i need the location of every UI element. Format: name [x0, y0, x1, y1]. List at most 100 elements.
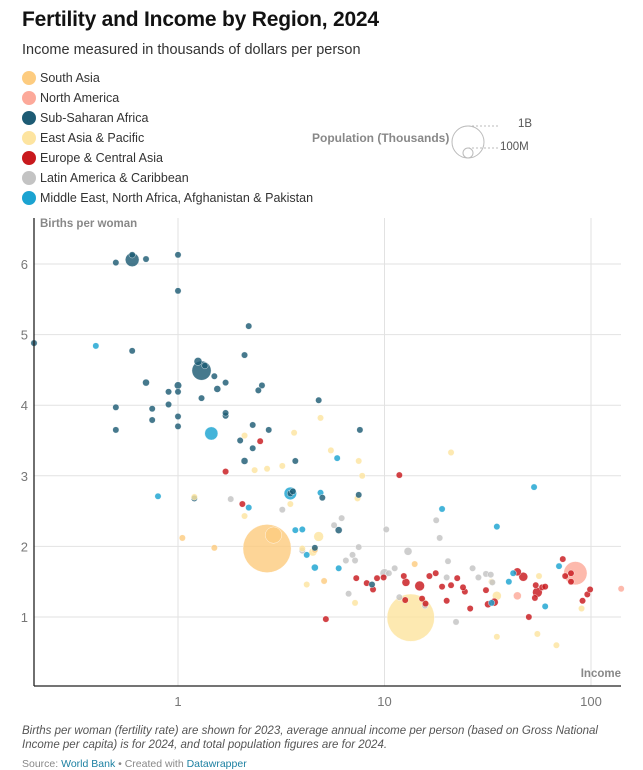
data-point [142, 378, 150, 387]
legend-item-europe-central-asia[interactable]: Europe & Central Asia [22, 148, 313, 168]
data-point [452, 618, 460, 626]
data-point [447, 581, 455, 589]
data-point [222, 409, 229, 417]
data-point [335, 564, 343, 572]
data-point [128, 251, 136, 259]
data-point [518, 572, 528, 582]
data-point [355, 543, 363, 551]
data-point [352, 574, 360, 582]
data-point [447, 449, 455, 456]
legend-item-north-america[interactable]: North America [22, 88, 313, 108]
data-point [342, 557, 350, 564]
data-point [469, 564, 476, 572]
data-point [210, 372, 218, 380]
data-point [349, 551, 356, 559]
data-point [289, 487, 297, 495]
data-point [351, 557, 359, 564]
legend-item-sub-saharan-africa[interactable]: Sub-Saharan Africa [22, 108, 313, 128]
legend-item-east-asia-pacific[interactable]: East Asia & Pacific [22, 128, 313, 148]
data-point [320, 577, 328, 585]
legend-item-middle-east[interactable]: Middle East, North Africa, Afghanistan &… [22, 188, 313, 208]
data-point [555, 562, 563, 570]
data-point [567, 569, 575, 577]
data-point [240, 457, 249, 465]
legend-swatch-icon [22, 71, 36, 85]
data-point [128, 347, 136, 355]
data-point [222, 468, 229, 475]
data-points [30, 251, 625, 649]
data-point [541, 583, 549, 591]
data-point [443, 597, 451, 605]
source-link-datawrapper[interactable]: Datawrapper [186, 758, 247, 770]
legend-item-latin-america[interactable]: Latin America & Caribbean [22, 168, 313, 188]
y-tick-label: 6 [21, 257, 28, 272]
size-legend-circles [451, 125, 498, 159]
data-point [444, 557, 452, 565]
data-point [373, 574, 381, 582]
axes: 1 2 3 4 5 6 1 10 100 [21, 218, 621, 709]
data-point [256, 437, 264, 445]
data-point [426, 572, 433, 580]
legend-label: East Asia & Pacific [40, 131, 145, 145]
data-point [298, 545, 306, 552]
data-point [265, 426, 273, 434]
data-point [459, 583, 467, 591]
data-point [493, 523, 501, 531]
data-point [355, 457, 363, 465]
data-point [553, 641, 560, 649]
data-point [174, 388, 182, 396]
data-point [368, 581, 376, 588]
x-tick-label: 10 [377, 694, 391, 709]
data-point [315, 396, 323, 404]
data-point [263, 465, 271, 473]
size-legend-large-label: 1B [518, 118, 533, 130]
x-tick-label: 1 [174, 694, 181, 709]
data-point [438, 583, 446, 591]
data-point [617, 585, 625, 593]
data-point [333, 454, 341, 462]
data-point [513, 591, 522, 601]
grid-lines [34, 218, 621, 686]
legend-label: Europe & Central Asia [40, 151, 163, 165]
data-point [559, 555, 567, 563]
data-point [258, 382, 266, 389]
data-point [475, 574, 482, 581]
data-point [193, 357, 203, 366]
data-point [204, 426, 219, 441]
data-point [395, 471, 403, 479]
data-point [112, 403, 120, 411]
size-legend-large-circle [451, 125, 485, 159]
size-legend-title: Population (Thousands) [312, 131, 450, 145]
legend-swatch-icon [22, 171, 36, 185]
data-point [303, 581, 311, 588]
data-point [561, 572, 569, 580]
data-point [395, 593, 403, 601]
data-point [403, 547, 413, 556]
data-point [382, 526, 390, 533]
source-line: Source: World Bank • Created with Datawr… [22, 758, 247, 770]
data-point [358, 472, 366, 480]
y-tick-label: 3 [21, 469, 28, 484]
data-point [525, 613, 533, 621]
source-link-world-bank[interactable]: World Bank [61, 758, 116, 770]
data-point [278, 462, 286, 470]
data-point [401, 596, 409, 604]
data-point [174, 251, 182, 259]
data-point [174, 413, 182, 420]
data-point [190, 493, 198, 501]
data-point [317, 414, 324, 422]
data-point [291, 526, 299, 534]
data-point [432, 569, 440, 577]
data-point [401, 578, 411, 587]
data-point [154, 492, 162, 500]
data-point [422, 600, 429, 607]
data-point [533, 630, 541, 638]
data-point [174, 422, 182, 430]
data-point [178, 534, 186, 542]
data-point [438, 505, 446, 513]
data-point [567, 578, 575, 586]
legend-item-south-asia[interactable]: South Asia [22, 68, 313, 88]
legend-label: South Asia [40, 71, 100, 85]
data-point [338, 514, 346, 522]
data-point [411, 560, 419, 568]
